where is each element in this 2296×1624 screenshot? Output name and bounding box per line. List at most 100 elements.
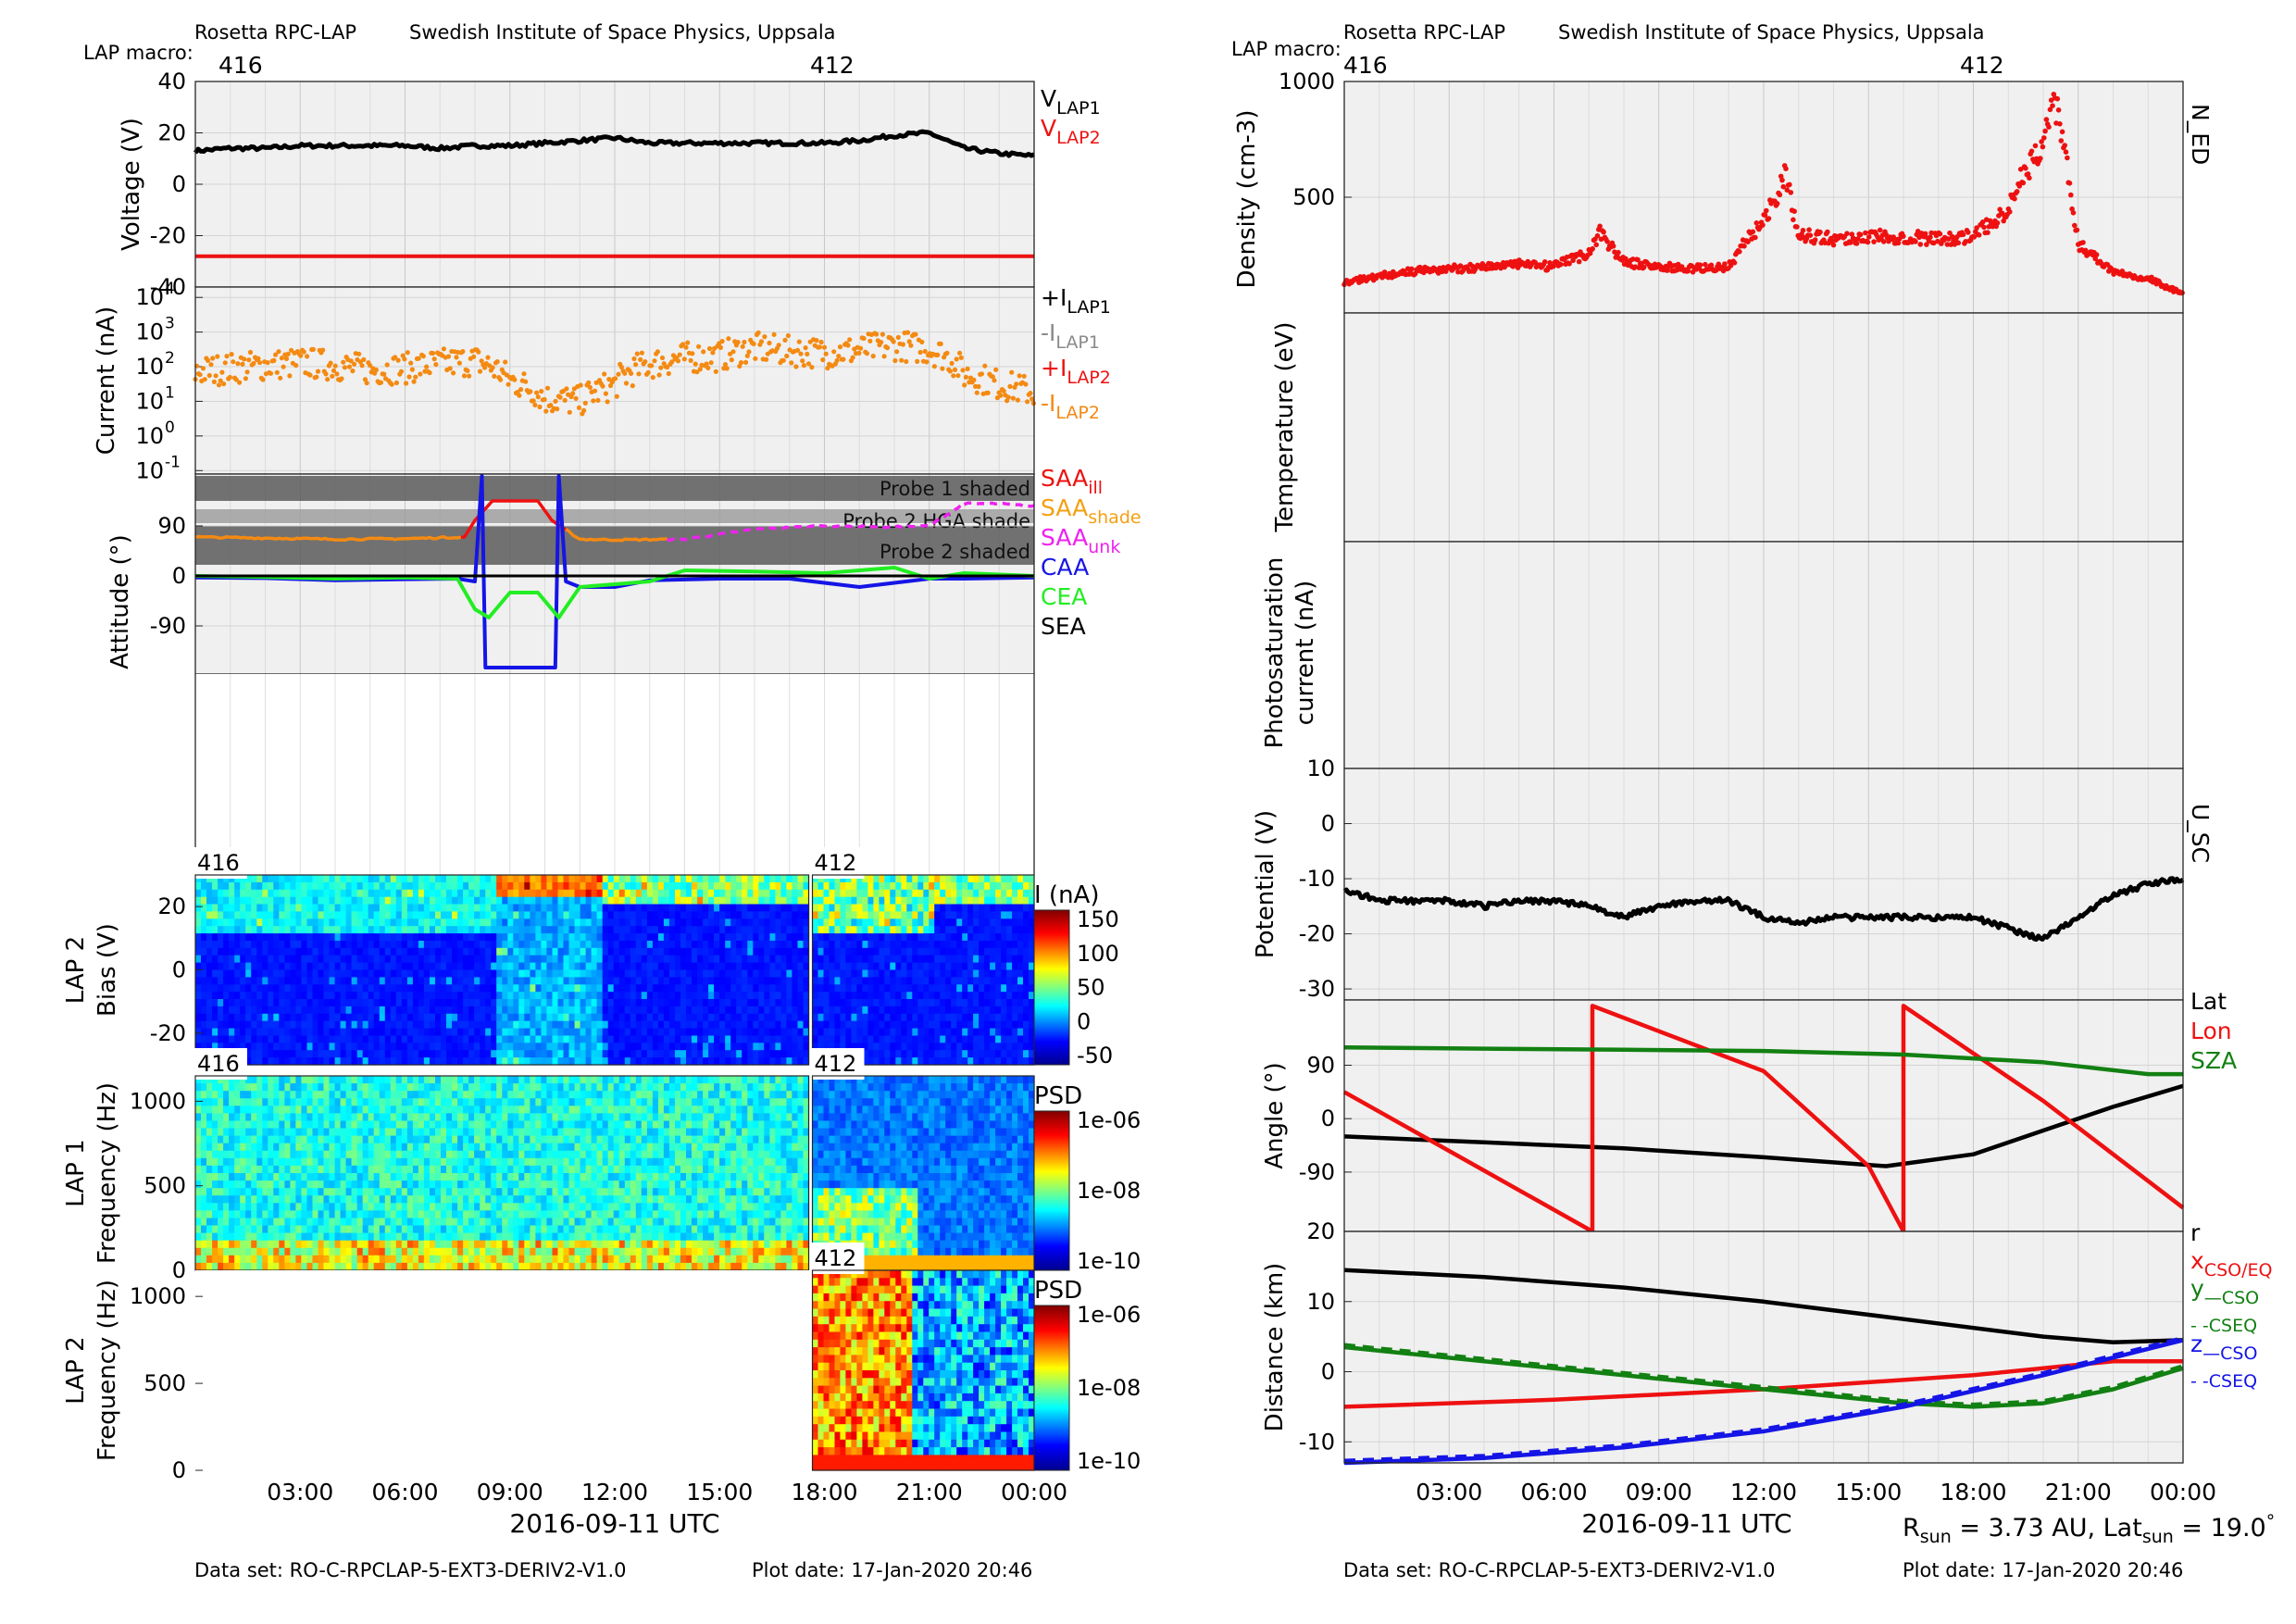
lap2-bias-cell <box>912 984 918 993</box>
lap2-bias-cell <box>862 926 868 934</box>
lap2-bias-cell <box>901 889 907 898</box>
lap2-bias-cell <box>279 904 285 912</box>
lap2-bias-cell <box>452 881 458 891</box>
lap2-bias-cell <box>356 875 364 883</box>
lap2-bias-cell <box>406 1020 414 1030</box>
lap2-bias-cell <box>725 1028 731 1037</box>
lap2-bias-cell <box>418 1057 425 1066</box>
lap2-bias-cell <box>834 941 842 949</box>
lap2-bias-cell <box>901 941 907 949</box>
lap2-bias-cell <box>446 999 453 1007</box>
lap2-bias-cell <box>596 1035 604 1043</box>
lap2-bias-cell <box>251 933 257 942</box>
lap2-bias-cell <box>535 933 542 942</box>
lap2-bias-cell <box>979 918 985 927</box>
lap2-bias-cell <box>262 941 268 949</box>
lap2-bias-cell <box>201 941 207 949</box>
lap2-bias-cell <box>585 1020 593 1030</box>
lap2-bias-cell <box>708 977 715 985</box>
lap2-bias-cell <box>379 969 386 978</box>
lap2-bias-cell <box>351 999 358 1007</box>
lap2-bias-cell <box>518 1028 525 1037</box>
lap2-bias-cell <box>574 896 581 906</box>
lap2-bias-cell <box>491 984 497 993</box>
lap2-bias-cell <box>463 918 469 927</box>
lap2-bias-cell <box>585 999 593 1007</box>
lap2-bias-cell <box>775 962 781 971</box>
lap2-bias-cell <box>797 933 805 942</box>
lap2-bias-cell <box>607 933 615 942</box>
lap2-bias-cell <box>786 1057 792 1066</box>
lap1-freq-cell <box>245 1181 252 1189</box>
lap2-bias-cell <box>686 926 693 934</box>
lap2-bias-cell <box>775 896 781 906</box>
lap2-bias-cell <box>792 1020 798 1030</box>
lap2-bias-cell <box>812 1020 819 1030</box>
lap1-freq-cell <box>212 1098 218 1106</box>
lap2-bias-cell <box>812 941 819 949</box>
lap2-bias-cell <box>851 896 857 906</box>
lap2-bias-cell <box>940 1013 946 1022</box>
lap2-bias-cell <box>284 1013 291 1022</box>
lap2-bias-cell <box>1006 977 1013 985</box>
lap2-bias-cell <box>725 1035 731 1043</box>
lap2-bias-cell <box>457 969 464 978</box>
lap2-bias-cell <box>923 889 930 898</box>
lap2-bias-cell <box>457 889 464 898</box>
lap2-bias-cell <box>630 977 637 985</box>
lap2-bias-cell <box>956 947 963 956</box>
lap2-bias-cell <box>940 896 946 906</box>
lap2-bias-cell <box>1006 947 1013 956</box>
lap2-bias-cell <box>697 1043 704 1051</box>
lap2-bias-cell <box>967 962 974 971</box>
lap2-bias-ylabel: Bias (V) <box>94 923 121 1017</box>
lap2-bias-cell <box>895 1028 902 1037</box>
lap2-bias-cell <box>675 918 681 927</box>
lap2-bias-cell <box>574 1043 581 1051</box>
lap2-bias-cell <box>301 1035 307 1043</box>
lap2-bias-cell <box>351 1057 358 1066</box>
lap1-freq-cell <box>218 1195 224 1204</box>
lap2-bias-cell <box>463 992 469 1000</box>
lap2-bias-cell <box>1017 918 1024 927</box>
lap2-bias-cell <box>719 941 726 949</box>
lap2-bias-cell <box>373 911 381 919</box>
lap1-freq-cell <box>229 1225 235 1234</box>
lap2-bias-cell <box>929 1035 935 1043</box>
lap2-bias-cell <box>541 881 547 891</box>
lap2-bias-cell <box>491 875 497 883</box>
lap2-bias-cell <box>1012 1006 1018 1015</box>
lap2-bias-cell <box>758 962 765 971</box>
lap2-bias-cell <box>240 984 246 993</box>
lap2-bias-cell <box>418 947 425 956</box>
lap2-bias-cell <box>574 1028 581 1037</box>
lap2-bias-cell <box>912 1013 918 1022</box>
lap1-freq-cell <box>223 1232 230 1242</box>
lap2-bias-cell <box>563 926 570 934</box>
lap2-bias-cell <box>990 881 996 891</box>
lap1-freq-cell <box>234 1173 241 1181</box>
lap2-bias-cell <box>513 889 519 898</box>
lap2-bias-cell <box>714 941 720 949</box>
lap2-bias-cell <box>1017 1013 1024 1022</box>
lap1-freq-cell <box>195 1181 202 1189</box>
lap2-bias-cell <box>753 1057 759 1066</box>
lap2-bias-cell <box>613 933 620 942</box>
lap2-bias-cell <box>686 1057 693 1066</box>
lap2-bias-cell <box>395 969 403 978</box>
lap2-bias-cell <box>251 1043 257 1051</box>
lap2-bias-cell <box>1001 875 1007 883</box>
lap2-bias-cell <box>956 1057 963 1066</box>
lap2-bias-cell <box>797 896 805 906</box>
lap2-bias-cell <box>635 933 643 942</box>
lap2-bias-cell <box>240 941 246 949</box>
lap2-bias-cell <box>834 1020 842 1030</box>
lap2-bias-cell <box>463 889 469 898</box>
lap2-bias-cell <box>446 926 453 934</box>
attitude-series-saa <box>963 501 1035 508</box>
lap2-bias-cell <box>502 881 508 891</box>
lap2-bias-cell <box>607 1028 615 1037</box>
lap2-bias-cell <box>395 992 403 1000</box>
lap2-bias-cell <box>229 969 235 978</box>
lap2-bias-cell <box>496 1057 503 1066</box>
